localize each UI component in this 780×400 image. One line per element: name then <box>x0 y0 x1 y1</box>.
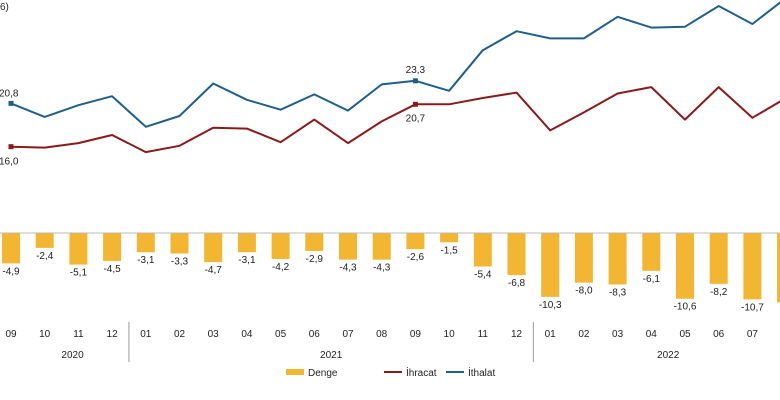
denge-bar <box>406 233 425 250</box>
denge-data-label: -8,2 <box>710 287 728 298</box>
denge-data-label: -4,9 <box>2 266 20 277</box>
denge-data-label: -4,5 <box>103 264 121 275</box>
denge-bar <box>2 233 20 264</box>
x-tick-label: 07 <box>747 329 759 340</box>
x-tick-label: 06 <box>713 329 725 340</box>
x-tick-label: 07 <box>342 329 354 340</box>
denge-data-label: -3,1 <box>238 255 256 266</box>
legend-label: İhracat <box>406 366 437 379</box>
legend-swatch-denge <box>286 369 304 375</box>
denge-data-label: -4,2 <box>272 262 290 273</box>
ihracat-line <box>10 86 780 154</box>
denge-data-label: -2,6 <box>407 252 425 263</box>
denge-bar <box>372 233 391 260</box>
denge-data-label: -3,1 <box>137 255 155 266</box>
x-tick-label: 12 <box>107 329 119 340</box>
denge-bar <box>69 233 88 265</box>
ithalat-data-label: 23,3 <box>406 65 426 76</box>
x-tick-label: 05 <box>275 329 287 340</box>
denge-bar <box>676 233 694 299</box>
denge-bar <box>103 233 122 261</box>
x-tick-label: 03 <box>612 329 624 340</box>
denge-data-label: -6,1 <box>643 274 661 285</box>
x-tick-label: 09 <box>5 329 17 340</box>
x-tick-label: 01 <box>140 329 152 340</box>
x-axis: 09 10 11 12 01 02 03 04 05 06 07 08 09 10 11 12 01 02 03 04… <box>5 322 759 362</box>
denge-bar <box>507 233 526 276</box>
denge-data-label: -2,4 <box>36 251 54 262</box>
denge-data-label: -10,6 <box>674 302 697 313</box>
x-tick-label: 12 <box>511 329 523 340</box>
year-label: 2020 <box>61 350 84 361</box>
y-axis-label-fragment: 6) <box>0 2 9 13</box>
x-tick-label: 04 <box>241 329 253 340</box>
x-tick-label: 02 <box>578 329 590 340</box>
denge-bar <box>709 233 728 284</box>
x-tick-label: 02 <box>174 329 186 340</box>
line-series-group: 16,020,720,823,332,5 <box>0 1 780 168</box>
denge-data-label: -4,3 <box>373 263 391 274</box>
year-label: 2021 <box>320 350 343 361</box>
denge-data-label: -4,3 <box>339 263 357 274</box>
denge-data-label: -2,9 <box>306 254 324 265</box>
denge-data-label: -3,3 <box>171 256 189 267</box>
ithalat-marker <box>8 100 14 106</box>
legend: Denge İhracat İthalat <box>286 366 495 379</box>
denge-bar <box>743 233 762 300</box>
denge-data-label: -10,3 <box>539 300 562 311</box>
x-tick-label: 03 <box>208 329 220 340</box>
x-tick-label: 08 <box>376 329 388 340</box>
denge-data-label: -8,0 <box>575 286 593 297</box>
denge-bar <box>777 233 780 303</box>
x-tick-label: 06 <box>309 329 321 340</box>
ithalat-marker <box>412 78 418 84</box>
ihracat-marker <box>8 144 14 150</box>
denge-bar <box>305 233 324 251</box>
bar-series-group: -4,9 -2,4 -5,1 -4,5 -3,1 -3,3 -4,7 -3,1 -4,2 -2,9… <box>2 233 780 313</box>
denge-bar <box>541 233 560 297</box>
ihracat-data-label: 16,0 <box>0 157 19 168</box>
x-tick-label: 05 <box>679 329 691 340</box>
denge-bar <box>170 233 189 254</box>
ithalat-data-label: 20,8 <box>0 88 19 99</box>
legend-label: İthalat <box>468 366 495 379</box>
denge-data-label: -8,3 <box>609 287 627 298</box>
x-tick-label: 11 <box>478 329 489 340</box>
denge-bar <box>271 233 290 260</box>
denge-data-label: -6,8 <box>508 278 526 289</box>
denge-bar <box>204 233 223 263</box>
x-tick-label: 01 <box>545 329 557 340</box>
x-tick-label: 10 <box>39 329 51 340</box>
ihracat-marker <box>412 101 418 107</box>
denge-data-label: -5,1 <box>70 268 88 279</box>
denge-data-label: -5,4 <box>474 269 492 280</box>
year-label: 2022 <box>657 350 680 361</box>
denge-data-label: -4,7 <box>205 265 223 276</box>
x-tick-label: 09 <box>410 329 422 340</box>
denge-bar <box>440 233 459 243</box>
denge-bar <box>35 233 54 248</box>
denge-bar <box>642 233 661 271</box>
legend-label: Denge <box>308 368 338 379</box>
denge-bar <box>339 233 357 260</box>
denge-bar <box>574 233 593 283</box>
x-tick-label: 04 <box>646 329 658 340</box>
ihracat-data-label: 20,7 <box>406 113 426 124</box>
denge-bar <box>237 233 256 253</box>
x-tick-label: 10 <box>444 329 456 340</box>
ithalat-line <box>10 1 780 128</box>
denge-bar <box>136 233 155 253</box>
x-tick-label: 11 <box>73 329 84 340</box>
denge-data-label: -10,7 <box>741 302 764 313</box>
denge-bar <box>608 233 627 285</box>
denge-data-label: -1,5 <box>440 245 458 256</box>
denge-bar <box>473 233 492 267</box>
